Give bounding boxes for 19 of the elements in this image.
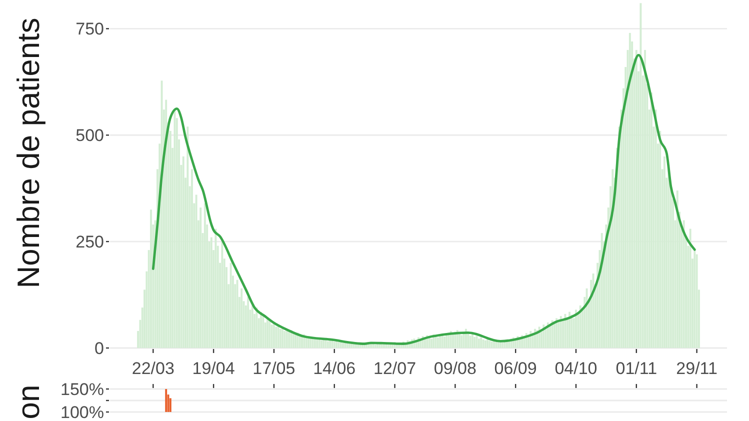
- x-tick-label: 19/04: [192, 359, 235, 378]
- x-tick-label: 09/08: [434, 359, 476, 378]
- y-tick-label: 250: [76, 232, 104, 252]
- y-tick-label: 0: [94, 338, 104, 358]
- x-tick-label: 17/05: [252, 359, 296, 378]
- x-tick-label: 01/11: [616, 359, 658, 378]
- x-tick-label: 06/09: [494, 359, 537, 378]
- x-tick-label: 04/10: [554, 359, 598, 378]
- y-tick-label: 500: [76, 126, 104, 146]
- x-tick-label: 14/06: [313, 359, 356, 378]
- y-axis-title: on: [10, 384, 46, 420]
- x-tick-label: 12/07: [373, 359, 416, 378]
- x-tick-label: 29/11: [676, 359, 718, 378]
- y-tick-label: 100%: [60, 402, 104, 421]
- line-series: [152, 54, 696, 345]
- y-axis-title: Nombre de patients: [10, 18, 46, 288]
- x-tick-label: 22/03: [132, 359, 174, 378]
- y-tick-label: 150%: [60, 380, 104, 399]
- y-tick-label: 750: [76, 20, 104, 39]
